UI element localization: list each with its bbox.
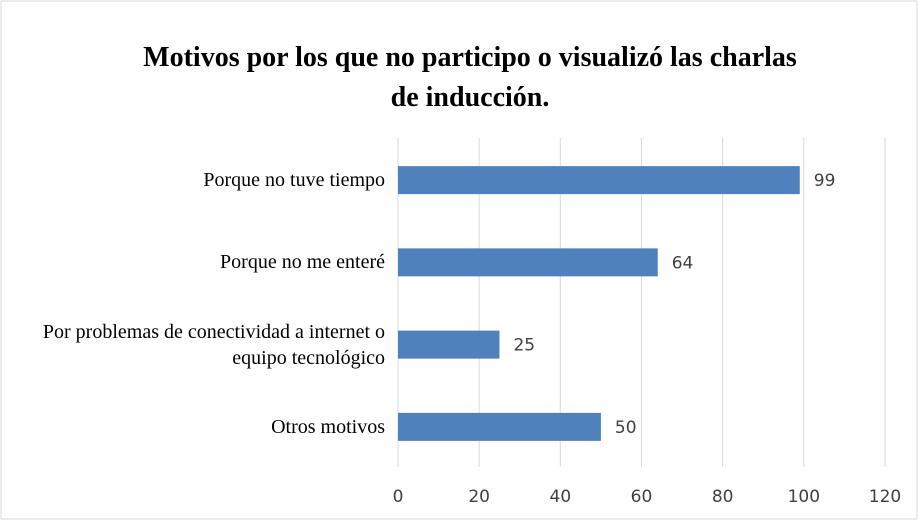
y-tick-label: Por problemas de conectividad a internet… xyxy=(42,320,385,369)
y-tick-label: Porque no tuve tiempo xyxy=(203,169,385,192)
data-label: 50 xyxy=(615,418,637,438)
y-tick-label: Porque no me enteré xyxy=(220,251,385,274)
y-tick-label: Otros motivos xyxy=(271,415,385,438)
x-tick-label: 0 xyxy=(393,487,404,507)
data-label: 64 xyxy=(672,253,694,273)
data-label: 25 xyxy=(513,336,535,356)
chart-title: Motivos por los que no participo o visua… xyxy=(143,42,797,113)
x-tick-label: 120 xyxy=(869,487,901,507)
x-tick-label: 80 xyxy=(712,487,734,507)
bar xyxy=(398,248,658,277)
x-tick-label: 60 xyxy=(631,487,653,507)
x-tick-label: 100 xyxy=(788,487,820,507)
bar xyxy=(398,330,500,359)
x-tick-label: 20 xyxy=(468,487,490,507)
x-tick-label: 40 xyxy=(550,487,572,507)
data-label: 99 xyxy=(814,171,836,191)
bar xyxy=(398,166,800,195)
bar xyxy=(398,412,601,441)
